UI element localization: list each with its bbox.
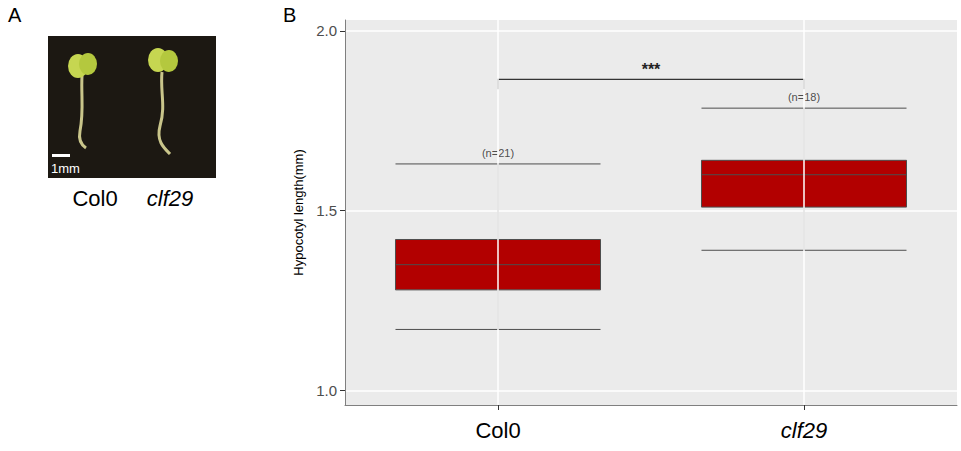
html-text:clf29: clf29: [146, 186, 194, 211]
svg-text:(n=21): (n=21): [481, 147, 515, 160]
html-text:B: B: [283, 4, 297, 26]
svg-text:***: ***: [642, 61, 661, 78]
svg-text:clf29: clf29: [781, 418, 827, 443]
html-text:Col0: Col0: [72, 186, 118, 211]
svg-text:(n=18): (n=18): [787, 91, 821, 104]
svg-text:Hypocotyl length(mm): Hypocotyl length(mm): [291, 149, 306, 275]
svg-text:Col0: Col0: [475, 418, 520, 443]
svg-text:1.5: 1.5: [316, 202, 337, 219]
html-text:A: A: [8, 4, 22, 26]
svg-text:1mm: 1mm: [51, 161, 80, 176]
svg-text:1.0: 1.0: [316, 382, 337, 399]
svg-text:2.0: 2.0: [316, 22, 337, 39]
